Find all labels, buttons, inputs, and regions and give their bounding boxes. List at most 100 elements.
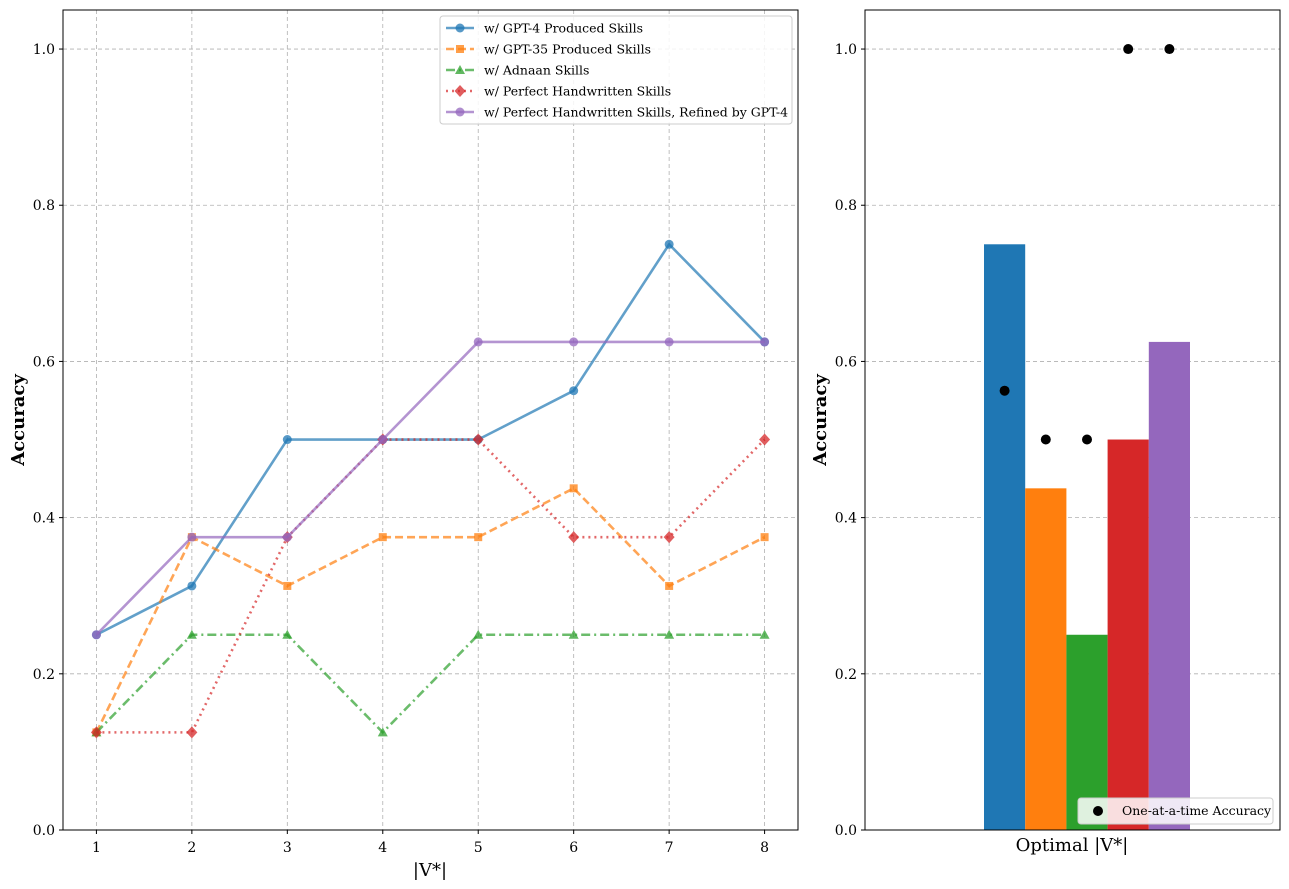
left-x-tick-label: 2 bbox=[187, 840, 196, 856]
legend-label: w/ GPT-4 Produced Skills bbox=[484, 21, 643, 36]
data-point bbox=[282, 629, 293, 639]
right-y-tick-label: 1.0 bbox=[835, 42, 857, 58]
data-point bbox=[664, 337, 674, 347]
right-points bbox=[999, 44, 1175, 445]
series-line bbox=[96, 438, 766, 734]
series-line bbox=[95, 242, 766, 636]
left-y-tick-label: 0.0 bbox=[33, 823, 55, 839]
series-1 bbox=[91, 239, 770, 640]
data-point bbox=[187, 532, 197, 542]
right-y-axis-label: Accuracy bbox=[810, 374, 831, 467]
series-line bbox=[95, 633, 765, 734]
series-3 bbox=[91, 629, 770, 737]
right-y-tick-label: 0.0 bbox=[835, 823, 857, 839]
right-legend-box bbox=[1077, 797, 1274, 825]
data-point bbox=[759, 629, 770, 639]
legend-label: w/ Perfect Handwritten Skills bbox=[484, 84, 671, 99]
legend-label: One-at-a-time Accuracy bbox=[1122, 803, 1272, 818]
legend-marker bbox=[456, 45, 464, 53]
data-point bbox=[282, 532, 292, 542]
left-x-tick-label: 6 bbox=[569, 840, 578, 856]
left-y-tick-label: 1.0 bbox=[33, 42, 55, 58]
data-point bbox=[473, 337, 483, 347]
left-gridlines bbox=[63, 10, 798, 831]
data-point bbox=[760, 337, 770, 347]
left-x-tick-label: 8 bbox=[760, 840, 769, 856]
bar-4 bbox=[1107, 439, 1149, 830]
data-point bbox=[569, 337, 579, 347]
data-point bbox=[569, 386, 579, 396]
accuracy-point-2 bbox=[1040, 434, 1051, 445]
data-point bbox=[474, 533, 483, 542]
left-y-tick-label: 0.4 bbox=[33, 511, 55, 527]
left-x-ticks: 1 2 3 4 5 6 7 8 bbox=[92, 830, 769, 856]
data-point bbox=[187, 581, 197, 591]
left-y-tick-label: 0.8 bbox=[33, 198, 55, 214]
data-point bbox=[186, 629, 197, 639]
data-point bbox=[568, 629, 579, 639]
data-point bbox=[663, 531, 675, 544]
data-point bbox=[759, 433, 771, 446]
data-point bbox=[664, 629, 675, 639]
legend-label: w/ Adnaan Skills bbox=[484, 63, 589, 78]
left-x-tick-label: 1 bbox=[92, 840, 101, 856]
left-x-tick-label: 3 bbox=[283, 840, 292, 856]
bar-chart-panel: 0.0 0.2 0.4 0.6 0.8 1.0 Optimal |V*| Accuracy… bbox=[810, 9, 1281, 856]
left-x-tick-label: 7 bbox=[665, 840, 674, 856]
legend-label: w/ Perfect Handwritten Skills, Refined b… bbox=[484, 105, 788, 120]
right-y-tick-label: 0.4 bbox=[835, 511, 857, 527]
legend-marker bbox=[1093, 806, 1103, 816]
series-2 bbox=[92, 484, 769, 737]
data-point bbox=[760, 533, 769, 542]
left-y-axis-label: Accuracy bbox=[8, 374, 29, 467]
data-point bbox=[378, 435, 388, 445]
data-point bbox=[378, 533, 387, 542]
right-y-tick-label: 0.2 bbox=[835, 667, 857, 683]
left-x-axis-label: |V*| bbox=[413, 860, 447, 881]
series-line bbox=[95, 340, 765, 636]
legend-marker bbox=[455, 65, 465, 74]
data-point bbox=[568, 531, 580, 544]
right-y-ticks: 0.0 0.2 0.4 0.6 0.8 1.0 bbox=[835, 42, 865, 839]
left-legend-box bbox=[439, 15, 793, 125]
line-chart-panel: 1 2 3 4 5 6 7 8 0.0 0.2 0.4 0.6 0.8 1.0 |V*| Accurac… bbox=[8, 9, 799, 881]
data-point bbox=[473, 629, 484, 639]
left-legend: w/ GPT-4 Produced Skills w/ GPT-35 Produc… bbox=[439, 15, 793, 125]
right-plot-frame bbox=[864, 9, 1281, 831]
bar-1 bbox=[984, 244, 1026, 831]
legend-marker bbox=[454, 85, 466, 97]
data-point bbox=[283, 581, 292, 590]
data-point bbox=[377, 727, 388, 737]
right-y-tick-label: 0.6 bbox=[835, 354, 857, 370]
data-point bbox=[664, 239, 674, 249]
accuracy-point-3 bbox=[1082, 434, 1092, 445]
right-bars bbox=[984, 244, 1190, 831]
right-y-tick-label: 0.8 bbox=[835, 198, 857, 214]
right-x-axis-label: Optimal |V*| bbox=[1016, 835, 1129, 856]
data-point bbox=[665, 581, 674, 590]
accuracy-point-5 bbox=[1164, 44, 1175, 55]
data-point bbox=[569, 484, 578, 493]
accuracy-point-4 bbox=[1123, 44, 1134, 55]
bar-2 bbox=[1025, 488, 1067, 830]
left-y-ticks: 0.0 0.2 0.4 0.6 0.8 1.0 bbox=[33, 42, 63, 839]
data-point bbox=[472, 433, 484, 446]
data-point bbox=[186, 726, 198, 739]
left-series bbox=[90, 239, 771, 739]
bar-5 bbox=[1148, 341, 1190, 830]
left-x-tick-label: 5 bbox=[474, 840, 483, 856]
data-point bbox=[282, 435, 292, 445]
data-point bbox=[90, 726, 102, 739]
left-x-tick-label: 4 bbox=[378, 840, 387, 856]
left-y-tick-label: 0.2 bbox=[33, 667, 55, 683]
bar-3 bbox=[1066, 634, 1108, 830]
accuracy-point-1 bbox=[999, 385, 1010, 396]
legend-label: w/ GPT-35 Produced Skills bbox=[484, 42, 651, 57]
legend-marker bbox=[455, 107, 465, 117]
right-legend: One-at-a-time Accuracy bbox=[1077, 797, 1274, 825]
series-5 bbox=[91, 337, 770, 640]
left-y-tick-label: 0.6 bbox=[33, 354, 55, 370]
series-line bbox=[95, 487, 766, 733]
data-point bbox=[91, 630, 101, 640]
